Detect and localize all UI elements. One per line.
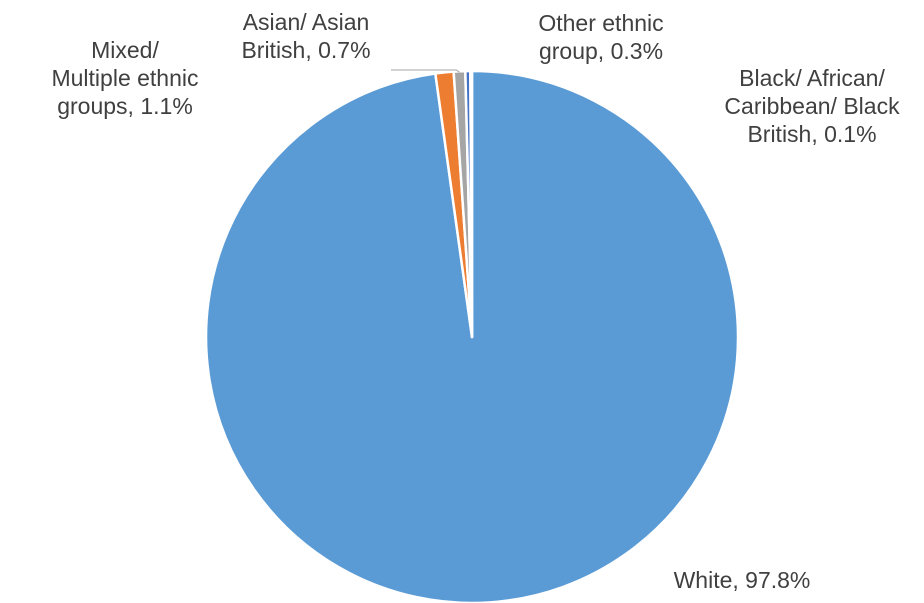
slice-label-line: Black/ African/: [739, 65, 885, 91]
pie-slices: [204, 69, 740, 603]
leader-line-asian: [391, 69, 460, 73]
slice-label-2: Asian/ Asian British, 0.7%: [241, 9, 370, 63]
slice-label-line: British, 0.1%: [747, 121, 876, 147]
slice-label-0: White, 97.8%: [674, 567, 811, 593]
slice-label-line: British, 0.7%: [241, 37, 370, 63]
slice-label-1: Mixed/Multiple ethnic groups, 1.1%: [51, 37, 198, 119]
slice-label-line: Asian/ Asian: [243, 9, 370, 35]
slice-label-line: groups, 1.1%: [57, 93, 193, 119]
slice-label-line: Other ethnic: [538, 10, 663, 36]
slice-label-line: White, 97.8%: [674, 567, 811, 593]
slice-labels: White, 97.8% Mixed/Multiple ethnic groups,…: [51, 9, 900, 593]
slice-label-line: Multiple ethnic: [51, 65, 198, 91]
slice-label-3: Black/ African/Caribbean/ Black British, …: [724, 65, 900, 147]
slice-label-line: Mixed/: [91, 37, 159, 63]
pie-slice-3: [469, 69, 474, 339]
slice-label-line: group, 0.3%: [539, 38, 663, 64]
slice-label-4: Other ethnic group, 0.3%: [538, 10, 663, 64]
slice-label-line: Caribbean/ Black: [724, 93, 900, 119]
leader-lines: [391, 69, 460, 73]
